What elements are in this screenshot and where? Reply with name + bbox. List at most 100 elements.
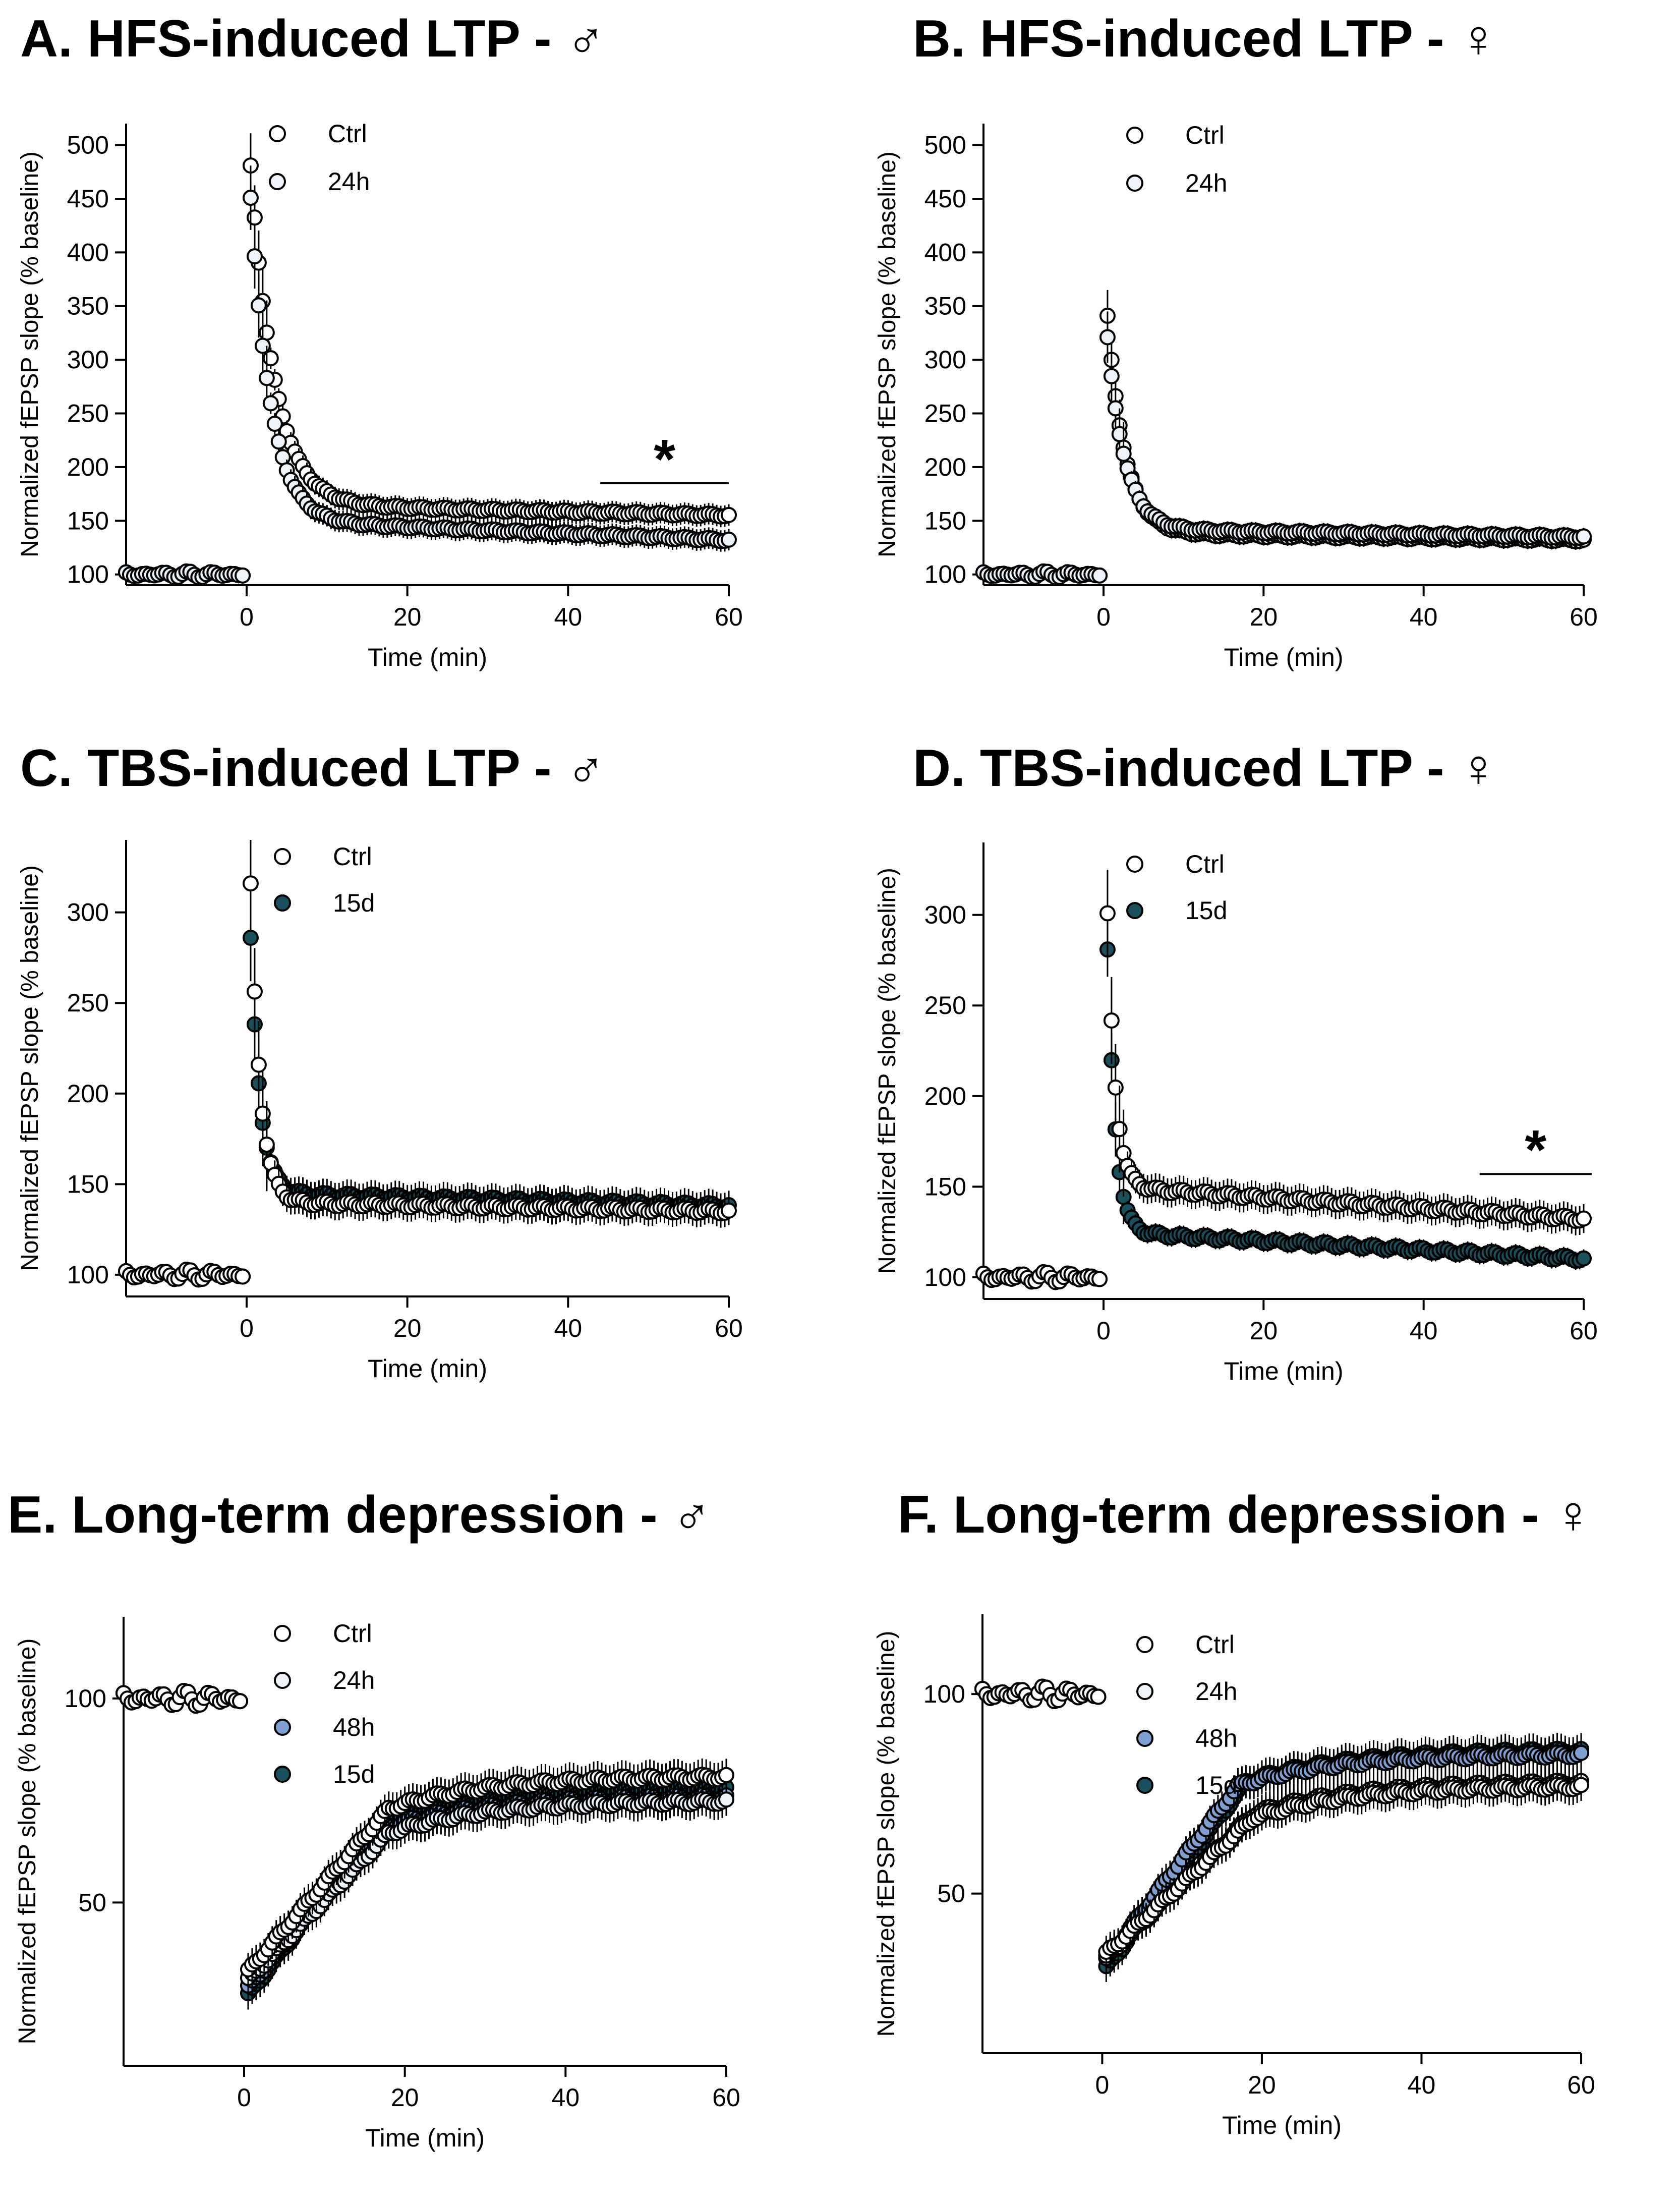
panel-title: A. HFS-induced LTP - ♂	[20, 10, 605, 68]
y-tick-label: 150	[924, 1172, 966, 1201]
x-tick-label: 20	[1248, 2071, 1276, 2099]
y-tick-label: 150	[67, 1170, 109, 1198]
panel-title: B. HFS-induced LTP - ♀	[913, 10, 1498, 68]
panel-title: E. Long-term depression - ♂	[8, 1486, 711, 1544]
legend-marker-24h	[1126, 175, 1143, 192]
legend-marker-Ctrl	[1126, 127, 1143, 144]
y-axis-label: Normalized fEPSP slope (% baseline)	[17, 865, 43, 1271]
legend-label: 24h	[333, 1666, 375, 1694]
legend-marker-15d	[1136, 1777, 1153, 1794]
legend-marker-48h	[1136, 1730, 1153, 1747]
data-point	[270, 433, 287, 450]
x-axis-label: Time (min)	[368, 1354, 487, 1383]
chart-panel-A: A. HFS-induced LTP - ♂ 0 20 40 60 100 150 200 25…	[17, 10, 743, 671]
data-point	[1576, 1210, 1592, 1227]
series-24h	[115, 1682, 734, 1995]
panel-title: C. TBS-induced LTP - ♂	[20, 739, 605, 798]
y-tick-label: 300	[924, 901, 966, 929]
data-point	[1107, 400, 1124, 417]
y-axis-label: Normalized fEPSP slope (% baseline)	[17, 151, 43, 557]
data-point	[1115, 445, 1132, 462]
y-tick-label: 100	[924, 1263, 966, 1291]
legend-label: 24h	[328, 167, 370, 196]
x-tick-label: 60	[1567, 2071, 1595, 2099]
data-point	[232, 1693, 249, 1710]
data-point	[1111, 1121, 1128, 1138]
legend-label: Ctrl	[328, 120, 367, 148]
y-tick-label: 350	[67, 292, 109, 320]
y-axis-label: Normalized fEPSP slope (% baseline)	[873, 1631, 900, 2037]
data-point	[235, 1268, 251, 1285]
y-tick-label: 350	[924, 292, 966, 320]
legend-label: 15d	[333, 1760, 375, 1788]
legend-marker-48h	[274, 1719, 291, 1736]
y-tick-label: 250	[924, 991, 966, 1020]
y-tick-label: 500	[67, 131, 109, 159]
x-tick-label: 20	[391, 2083, 419, 2112]
x-tick-label: 0	[1096, 1317, 1111, 1345]
data-point	[258, 324, 275, 341]
legend-label: 15d	[333, 889, 375, 917]
y-tick-label: 400	[924, 238, 966, 266]
series-Ctrl	[974, 1678, 1589, 1968]
x-tick-label: 0	[1095, 2071, 1109, 2099]
series-Ctrl	[118, 133, 737, 586]
data-point	[250, 297, 267, 314]
chart-panel-E: E. Long-term depression - ♂ 0 20 40 60 50 100 T…	[8, 1486, 740, 2152]
y-axis-label: Normalized fEPSP slope (% baseline)	[874, 151, 901, 557]
series-15d	[974, 1678, 1589, 1983]
data-point	[1099, 905, 1116, 922]
significance-asterisk: *	[1525, 1119, 1546, 1181]
legend-label: Ctrl	[1185, 850, 1225, 878]
data-point	[721, 531, 737, 548]
y-axis-label: Normalized fEPSP slope (% baseline)	[874, 868, 901, 1274]
significance-asterisk: *	[654, 428, 675, 490]
x-tick-label: 20	[393, 1314, 422, 1342]
y-tick-label: 250	[67, 400, 109, 428]
data-point	[721, 506, 737, 523]
y-tick-label: 450	[924, 185, 966, 213]
legend-label: Ctrl	[333, 1619, 372, 1648]
y-tick-label: 150	[67, 506, 109, 535]
x-tick-label: 40	[1410, 1317, 1438, 1345]
x-tick-label: 60	[1570, 1317, 1598, 1345]
series-Ctrl	[118, 840, 737, 1288]
data-point	[1091, 1271, 1108, 1287]
x-axis-label: Time (min)	[368, 643, 487, 671]
y-tick-label: 250	[924, 400, 966, 428]
chart-panel-F: F. Long-term depression - ♀ 0 20 40 60 50 100 T…	[873, 1486, 1595, 2139]
legend-label: Ctrl	[1195, 1630, 1235, 1659]
x-axis-label: Time (min)	[1224, 1357, 1343, 1385]
data-point	[1111, 426, 1128, 442]
data-point	[718, 1791, 734, 1808]
data-point	[1090, 1688, 1107, 1705]
data-point	[1573, 1777, 1589, 1793]
series-24h	[118, 165, 737, 586]
data-point	[242, 875, 259, 892]
x-tick-label: 0	[240, 1314, 254, 1342]
y-tick-label: 300	[67, 346, 109, 374]
legend-marker-24h	[269, 173, 286, 190]
x-tick-label: 40	[1410, 603, 1438, 631]
y-tick-label: 400	[67, 238, 109, 266]
y-tick-label: 100	[923, 1680, 965, 1708]
data-point	[1103, 1012, 1120, 1029]
y-tick-label: 200	[924, 453, 966, 481]
x-tick-label: 0	[1096, 603, 1111, 631]
legend-marker-Ctrl	[1126, 856, 1143, 873]
y-tick-label: 100	[924, 560, 966, 589]
x-tick-label: 40	[1408, 2071, 1436, 2099]
y-tick-label: 200	[67, 453, 109, 481]
legend-label: 24h	[1195, 1677, 1237, 1706]
data-point	[1099, 329, 1116, 346]
y-tick-label: 250	[67, 989, 109, 1017]
x-tick-label: 60	[715, 1314, 743, 1342]
x-tick-label: 0	[237, 2083, 251, 2112]
x-tick-label: 60	[712, 2083, 740, 2112]
chart-panel-C: C. TBS-induced LTP - ♂ 0 20 40 60 100 150 200 25…	[17, 739, 743, 1383]
series-15d	[115, 1682, 734, 2010]
data-point	[246, 209, 263, 226]
x-tick-label: 40	[554, 1314, 583, 1342]
